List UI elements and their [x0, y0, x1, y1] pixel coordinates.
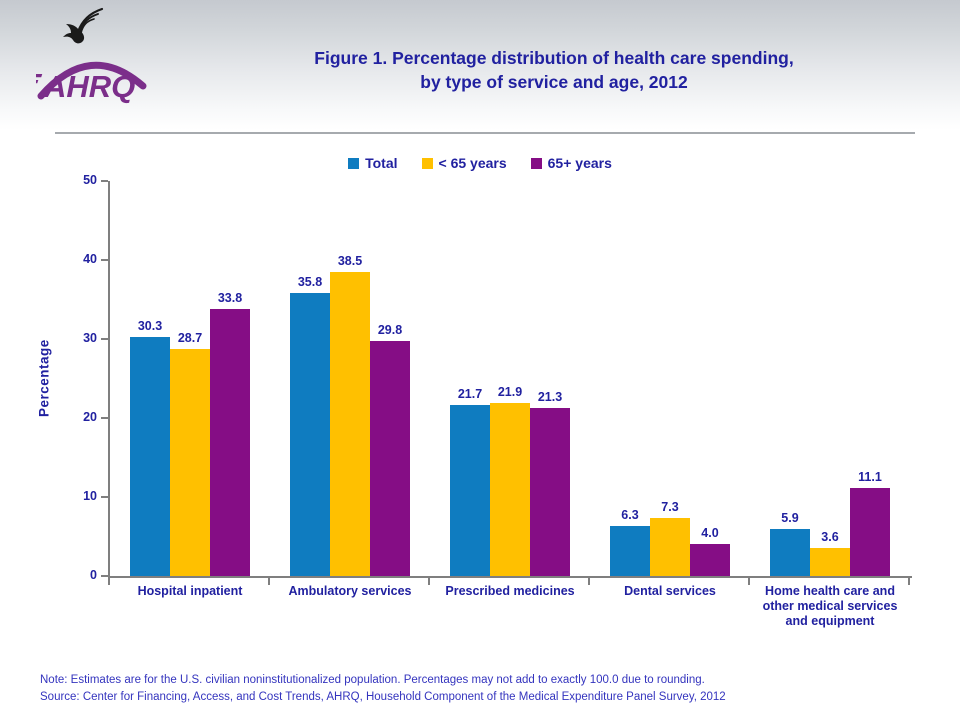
bar-65-years-home-health-care-and-other-medical-services-and-equipment [850, 488, 890, 576]
x-tick [748, 578, 750, 585]
bar-65-years-prescribed-medicines [530, 407, 570, 576]
x-tick [588, 578, 590, 585]
bar-65-years-hospital-inpatient [210, 308, 250, 576]
plot-area: 30.3 28.7 33.8 35.8 38.5 29.8 21.7 21.9 21.3 6.3 7… [110, 181, 910, 576]
y-tick-label: 0 [90, 568, 97, 582]
y-tick [101, 575, 108, 577]
y-tick [101, 259, 108, 261]
legend-swatch-under-65 [421, 157, 433, 169]
bar-value-label: 28.7 [177, 331, 203, 346]
source-text: Source: Center for Financing, Access, an… [40, 691, 726, 703]
hhs-eagle-icon [63, 7, 104, 44]
bar-value-label: 7.3 [661, 500, 679, 515]
bar-65-years-home-health-care-and-other-medical-services-and-equipment [810, 547, 850, 576]
figure-title-line2: by type of service and age, 2012 [420, 72, 688, 92]
category-label-hospital-inpatient: Hospital inpatient [137, 584, 243, 598]
bar-65-years-dental-services [690, 544, 730, 576]
y-axis-title: Percentage [36, 339, 52, 418]
category-label-ambulatory-services: Ambulatory services [288, 584, 412, 598]
x-axis-line [108, 576, 912, 578]
bar-value-label: 6.3 [621, 508, 639, 523]
bar-65-years-prescribed-medicines [490, 403, 530, 576]
figure-title: Figure 1. Percentage distribution of hea… [160, 46, 948, 94]
x-tick [268, 578, 270, 585]
bar-65-years-ambulatory-services [330, 271, 370, 576]
bar-value-label: 21.3 [537, 389, 563, 404]
bar-value-label: 3.6 [821, 529, 839, 544]
legend: Total < 65 years 65+ years [0, 154, 960, 172]
bar-value-label: 4.0 [701, 526, 719, 541]
x-tick [108, 578, 110, 585]
bar-value-label: 21.7 [457, 386, 483, 401]
y-tick-label: 40 [83, 252, 97, 266]
legend-swatch-total [348, 157, 360, 169]
ahrq-logo: AHRQ [36, 4, 148, 110]
bar-value-label: 21.9 [497, 385, 523, 399]
category-label-home-health-care-and-other-medical-services-and-equipment: Home health care and other medical servi… [762, 584, 898, 628]
y-tick [101, 338, 108, 340]
category-label-prescribed-medicines: Prescribed medicines [445, 584, 575, 598]
bar-total-hospital-inpatient [130, 336, 170, 576]
figure-title-line1: Figure 1. Percentage distribution of hea… [314, 48, 794, 68]
legend-swatch-65-plus [530, 157, 542, 169]
bar-value-label: 11.1 [858, 470, 882, 485]
x-tick [428, 578, 430, 585]
y-tick-label: 10 [83, 489, 97, 503]
bar-value-label: 35.8 [297, 275, 323, 290]
header-band: AHRQ Figure 1. Percentage distribution o… [0, 0, 960, 130]
legend-label-65-plus: 65+ years [547, 155, 612, 171]
bar-65-years-dental-services [650, 518, 690, 576]
y-tick [101, 496, 108, 498]
y-tick-label: 50 [83, 173, 97, 187]
legend-label-under-65: < 65 years [438, 155, 507, 171]
legend-item-65-plus: 65+ years [530, 155, 612, 171]
bar-total-ambulatory-services [290, 293, 330, 576]
y-tick [101, 417, 108, 419]
bar-65-years-ambulatory-services [370, 340, 410, 576]
legend-item-total: Total [348, 155, 398, 171]
bar-65-years-hospital-inpatient [170, 349, 210, 576]
y-tick-label: 20 [83, 410, 97, 424]
note-text: Note: Estimates are for the U.S. civilia… [40, 674, 705, 686]
ahrq-logo-mark: AHRQ [36, 61, 147, 104]
bar-total-dental-services [610, 526, 650, 576]
ahrq-logo-text: AHRQ [43, 69, 135, 104]
category-labels: Hospital inpatient Ambulatory services Pre… [110, 584, 910, 644]
bar-total-prescribed-medicines [450, 404, 490, 576]
bar-total-home-health-care-and-other-medical-services-and-equipment [770, 529, 810, 576]
bar-value-label: 38.5 [337, 253, 363, 268]
legend-label-total: Total [365, 155, 398, 171]
bar-value-label: 29.8 [377, 322, 403, 337]
bar-value-label: 33.8 [217, 290, 243, 305]
legend-item-under-65: < 65 years [421, 155, 507, 171]
x-tick [908, 578, 910, 585]
bar-value-label: 30.3 [137, 318, 163, 333]
y-tick [101, 180, 108, 182]
bar-value-label: 5.9 [781, 511, 799, 526]
header-divider [55, 132, 915, 134]
category-label-dental-services: Dental services [624, 584, 716, 598]
y-tick-label: 30 [83, 331, 97, 345]
y-axis-line [108, 181, 110, 578]
footnotes: Note: Estimates are for the U.S. civilia… [40, 672, 948, 706]
